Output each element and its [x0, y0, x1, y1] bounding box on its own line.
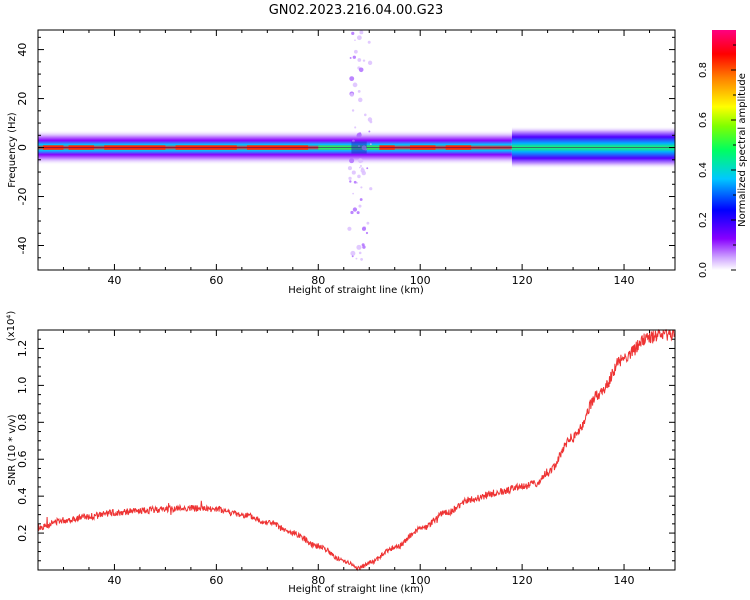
scatter-point [356, 211, 360, 215]
scatter-point [348, 176, 352, 180]
scatter-point [354, 39, 356, 42]
scatter-point [359, 166, 361, 169]
y-axis-label: SNR (10 * v/v) [7, 414, 18, 485]
scatter-point [366, 167, 369, 170]
colorbar-label: Normalized spectral amplitude [737, 73, 748, 227]
colorbar-tick-label: 0.6 [698, 112, 709, 128]
scatter-point [357, 58, 362, 62]
y-tick-label: 0 [16, 144, 29, 151]
scatter-point [356, 132, 362, 138]
chart-title: GN02.2023.216.04.00.G23 [269, 3, 444, 18]
scatter-point [356, 35, 362, 41]
scatter-point [367, 40, 371, 44]
scatter-point [356, 244, 362, 250]
snr-line-panel: 40 60 80 100 120 140 0.2 0.4 0.6 0.8 1.0 1.2(x10⁴) H… [6, 311, 676, 595]
y-tick-label: 20 [16, 92, 29, 106]
scatter-point [364, 113, 367, 117]
scatter-point [352, 207, 358, 212]
x-axis-label: Height of straight line (km) [288, 285, 424, 296]
scatter-point [357, 158, 363, 164]
colorbar-gradient [712, 30, 736, 270]
x-tick-label: 80 [311, 574, 325, 587]
scatter-point [366, 221, 370, 225]
scatter-point [357, 174, 361, 179]
colorbar-tick-label: 0.4 [698, 162, 709, 178]
x-tick-label: 60 [209, 574, 223, 587]
scatter-point [368, 130, 371, 133]
scatter-point [355, 257, 358, 260]
scatter-point [358, 204, 362, 208]
scatter-point [360, 186, 363, 189]
x-tick-label: 40 [107, 574, 121, 587]
colorbar-tick-label: 0.2 [698, 212, 709, 228]
scatter-point [359, 198, 363, 201]
x-tick-label: 60 [209, 274, 223, 287]
y-tick-label: 0.8 [16, 414, 29, 432]
scatter-point [350, 210, 354, 215]
scatter-point [362, 59, 366, 62]
x-tick-label: 100 [410, 274, 431, 287]
scatter-point [358, 97, 363, 103]
scatter-point [369, 143, 372, 146]
x-tick-label: 120 [512, 274, 533, 287]
y-tick-label: 0.6 [16, 450, 29, 468]
line-frame [37, 329, 676, 571]
x-tick-label: 40 [107, 274, 121, 287]
heatmap-panel: 40 60 80 100 120 140 -40 -20 0 20 40 Height of stra… [7, 29, 676, 296]
scatter-point [352, 82, 358, 88]
heatmap-frame [37, 29, 676, 271]
y-scale-label: (x10⁴) [6, 311, 17, 342]
y-axis-label: Frequency (Hz) [7, 112, 18, 188]
scatter-point [347, 226, 352, 231]
y-tick-label: 1.0 [16, 377, 29, 395]
x-tick-label: 120 [512, 574, 533, 587]
y-tick-label: -40 [16, 237, 29, 255]
x-tick-label: 140 [614, 574, 635, 587]
scatter-point [369, 120, 373, 124]
scatter-point [350, 93, 354, 97]
spread-core [351, 141, 367, 154]
scatter-point [360, 258, 363, 261]
scatter-point [351, 255, 354, 258]
scatter-point [352, 55, 356, 59]
scatter-point [365, 231, 369, 235]
scatter-point [358, 67, 364, 73]
snr-series-line [37, 328, 676, 572]
scatter-point [361, 226, 366, 231]
colorbar-tick-label: 0.0 [698, 262, 709, 278]
scatter-point [354, 126, 357, 129]
scatter-point [349, 158, 355, 164]
y-tick-label: 1.2 [16, 340, 29, 358]
scatter-point [357, 89, 361, 93]
scatter-point [353, 49, 358, 54]
scatter-point [353, 180, 357, 184]
colorbar-tick-label: 0.8 [698, 62, 709, 78]
scatter-point [369, 187, 373, 191]
x-tick-label: 80 [311, 274, 325, 287]
scatter-point [351, 31, 355, 35]
scatter-point [358, 251, 362, 255]
x-axis-label: Height of straight line (km) [288, 584, 424, 595]
scatter-point [351, 170, 356, 175]
colorbar: 0.0 0.2 0.4 0.6 0.8 Normalized spectral ampli… [698, 30, 748, 278]
y-tick-label: 0.2 [16, 524, 29, 542]
scatter-point [361, 170, 366, 176]
y-tick-label: 0.4 [16, 487, 29, 505]
scatter-point [351, 109, 355, 112]
y-tick-label: -20 [16, 188, 29, 206]
scatter-point [349, 57, 352, 59]
y-tick-label: 40 [16, 43, 29, 57]
scatter-point [359, 30, 364, 35]
scatter-point [349, 180, 352, 183]
scatter-point [367, 60, 373, 65]
scatter-point [361, 243, 365, 247]
scatter-point [347, 166, 352, 171]
x-tick-label: 100 [410, 574, 431, 587]
scatter-point [359, 164, 362, 168]
scatter-point [350, 250, 356, 256]
x-tick-label: 140 [614, 274, 635, 287]
scatter-point [352, 192, 354, 195]
scatter-point [349, 76, 355, 82]
